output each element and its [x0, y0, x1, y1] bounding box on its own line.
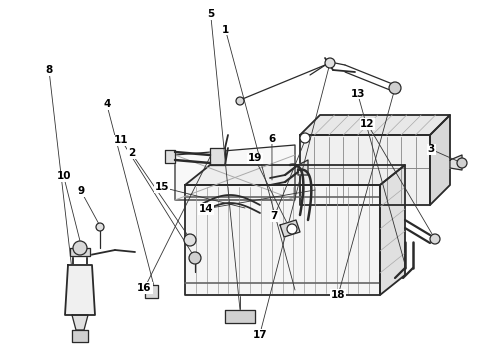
Circle shape	[96, 223, 104, 231]
Polygon shape	[165, 150, 175, 163]
Polygon shape	[72, 330, 88, 342]
Circle shape	[236, 97, 244, 105]
Text: 13: 13	[350, 89, 365, 99]
Circle shape	[300, 133, 310, 143]
Polygon shape	[450, 155, 462, 170]
Circle shape	[457, 158, 467, 168]
Text: 8: 8	[46, 65, 52, 75]
Polygon shape	[70, 248, 90, 256]
Text: 9: 9	[77, 186, 84, 196]
Text: 1: 1	[222, 24, 229, 35]
Circle shape	[325, 58, 335, 68]
Text: 3: 3	[428, 144, 435, 154]
Text: 7: 7	[270, 211, 278, 221]
Text: 12: 12	[360, 119, 375, 129]
Circle shape	[189, 252, 201, 264]
Polygon shape	[380, 165, 405, 295]
Text: 18: 18	[331, 290, 345, 300]
Circle shape	[430, 234, 440, 244]
Circle shape	[184, 234, 196, 246]
Polygon shape	[175, 145, 295, 200]
Text: 10: 10	[56, 171, 71, 181]
Text: 14: 14	[198, 204, 213, 214]
Polygon shape	[300, 135, 430, 205]
Circle shape	[73, 241, 87, 255]
Polygon shape	[72, 315, 88, 330]
Polygon shape	[300, 115, 450, 135]
Polygon shape	[430, 115, 450, 205]
Text: 5: 5	[207, 9, 214, 19]
Text: 6: 6	[269, 134, 275, 144]
Circle shape	[287, 224, 297, 234]
Polygon shape	[145, 285, 158, 298]
Text: 16: 16	[137, 283, 152, 293]
Text: 19: 19	[247, 153, 262, 163]
Polygon shape	[298, 160, 308, 175]
Text: 15: 15	[154, 182, 169, 192]
Circle shape	[389, 82, 401, 94]
Polygon shape	[280, 220, 300, 237]
Text: 17: 17	[252, 330, 267, 340]
Polygon shape	[210, 148, 225, 165]
Polygon shape	[185, 165, 405, 185]
Text: 11: 11	[114, 135, 129, 145]
Text: 2: 2	[128, 148, 135, 158]
Polygon shape	[185, 185, 380, 295]
Polygon shape	[65, 265, 95, 315]
Text: 4: 4	[103, 99, 111, 109]
Polygon shape	[225, 310, 255, 323]
